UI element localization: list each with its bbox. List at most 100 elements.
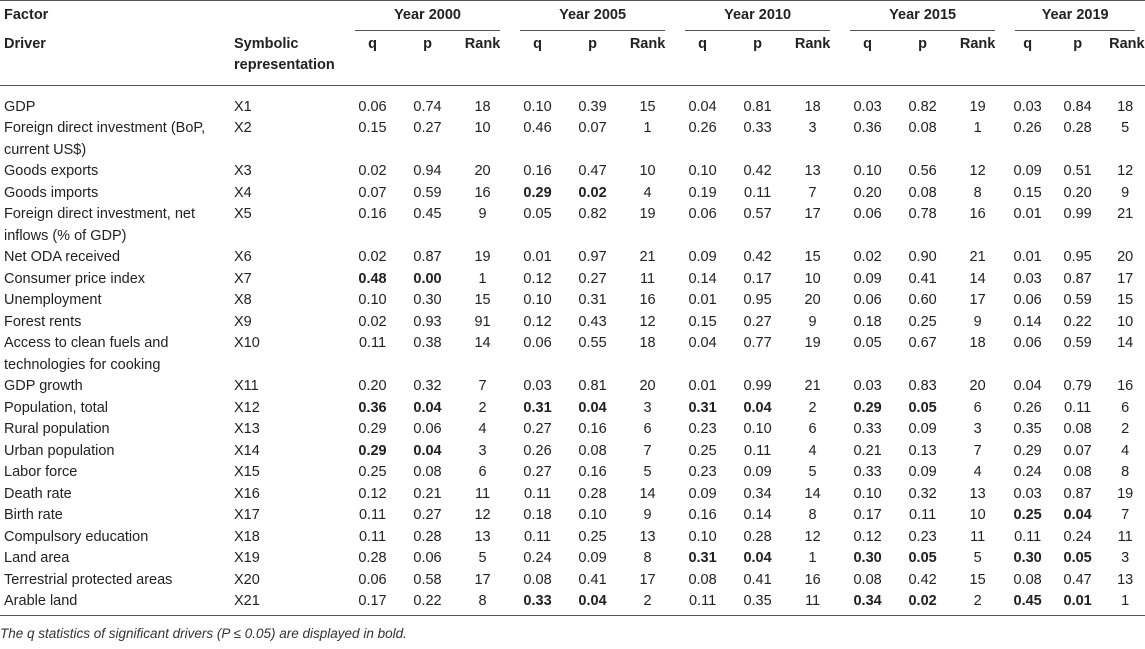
column-header: p [400,30,456,86]
symbol-cell: X4 [234,184,252,201]
column-header: p [730,30,786,86]
value-cell: 0.20 [853,184,882,201]
value-cell: 12 [474,507,491,523]
value-cell: 0.33 [853,421,882,437]
table-row: GDP growth X11 0.20 0.32 7 0.03 0.81 20 0.01 0.99… [0,376,1145,398]
value-cell: 0.59 [1063,335,1092,351]
value-cell: 0.22 [400,591,456,616]
value-cell: 0.48 [358,270,387,287]
value-cell: 0.24 [523,550,552,566]
value-cell: 0.32 [908,485,937,502]
subheader-row: Driver Symbolic representation q p Rank q p R… [0,30,1145,86]
value-cell: 0.93 [413,313,442,330]
value-cell: 1 [478,270,487,287]
value-cell: 18 [639,335,656,351]
value-cell: 0.27 [413,120,442,136]
value-cell: 0.16 [578,421,607,437]
value-cell: 6 [808,421,817,437]
value-cell: 0.58 [413,571,442,588]
value-cell: 0.36 [358,399,387,416]
symbol-cell: X1 [234,98,252,115]
value-cell: 0.09 [688,485,717,502]
value-cell: 0.46 [523,120,552,136]
value-cell: 0.22 [1063,313,1092,330]
value-cell: 5 [643,464,652,480]
value-cell: 0.03 [1013,270,1042,287]
value-cell: 0.11 [358,507,387,523]
value-cell: 0.41 [578,571,607,588]
value-cell: 14 [639,485,656,502]
value-cell: 11 [475,485,491,502]
value-cell: 6 [973,399,982,416]
value-cell: 15 [639,98,656,115]
driver-cell: Rural population [4,421,110,437]
value-cell: 0.59 [1063,292,1092,308]
driver-cell: Consumer price index [4,270,146,287]
value-cell: 0.23 [688,464,717,480]
value-cell: 0.26 [523,442,552,459]
column-header: p [1050,30,1106,86]
value-cell: 10 [1117,313,1134,330]
value-cell: 0.09 [908,421,937,437]
value-cell: 0.30 [853,550,882,566]
value-cell: 0.78 [908,206,937,222]
table-row: Urban population X14 0.29 0.04 3 0.26 0.08 7 0.2… [0,441,1145,463]
value-cell: 0.11 [1064,399,1092,416]
value-cell: 1 [973,120,982,136]
value-cell: 0.34 [743,485,772,502]
year-group-header: Year 2019 [1005,0,1145,31]
value-cell: 0.26 [688,120,717,136]
driver-cell: Net ODA received [4,249,121,265]
value-cell: 0.35 [730,591,786,616]
value-cell: 21 [969,249,986,265]
value-cell: 18 [804,98,821,115]
value-cell: 0.36 [853,120,882,136]
column-header: q [510,30,566,86]
value-cell: 0.25 [688,442,717,459]
value-cell: 0.17 [853,507,882,523]
value-cell: 0.99 [1063,206,1092,222]
symbol-cell: X13 [234,421,260,437]
column-header: q [675,30,731,86]
symbol-header: Symbolic representation [230,30,346,86]
value-cell: 14 [474,335,491,351]
value-cell: 0.04 [688,98,717,115]
value-cell: 0.94 [413,163,442,179]
value-cell: 0.06 [853,206,882,222]
value-cell: 0.41 [743,571,772,588]
value-cell: 0.11 [523,485,552,502]
symbol-cell: X19 [234,550,260,566]
value-cell: 0.60 [908,292,937,308]
value-cell: 15 [804,249,821,265]
value-cell: 20 [474,163,491,179]
value-cell: 0.04 [1063,507,1092,523]
value-cell: 0.10 [853,163,882,179]
value-cell: 8 [808,507,817,523]
value-cell: 0.42 [743,249,772,265]
value-cell: 4 [1121,442,1130,459]
value-cell: 0.05 [1063,550,1092,566]
value-cell: 0.06 [1013,292,1042,308]
value-cell: 0.07 [1063,442,1092,459]
table-row: Access to clean fuels and technologies f… [0,333,1145,376]
value-cell: 12 [804,528,821,545]
value-cell: 0.15 [358,120,387,136]
value-cell: 0.11 [358,528,387,545]
value-cell: 0.03 [1013,485,1042,502]
symbol-cell: X7 [234,270,252,287]
column-header: Rank [620,30,676,86]
value-cell: 12 [969,163,986,179]
value-cell: 0.26 [1013,120,1042,136]
table-row: Foreign direct investment, net inflows (… [0,204,1145,247]
column-header: p [565,30,621,86]
value-cell: 21 [639,249,656,265]
driver-cell: Urban population [4,442,115,459]
value-cell: 0.27 [523,421,552,437]
value-cell: 0.02 [358,313,387,330]
symbol-cell: X6 [234,249,252,265]
value-cell: 17 [969,292,986,308]
value-cell: 0.01 [1013,206,1042,222]
value-cell: 0.24 [1063,528,1092,545]
value-cell: 0.08 [688,571,717,588]
